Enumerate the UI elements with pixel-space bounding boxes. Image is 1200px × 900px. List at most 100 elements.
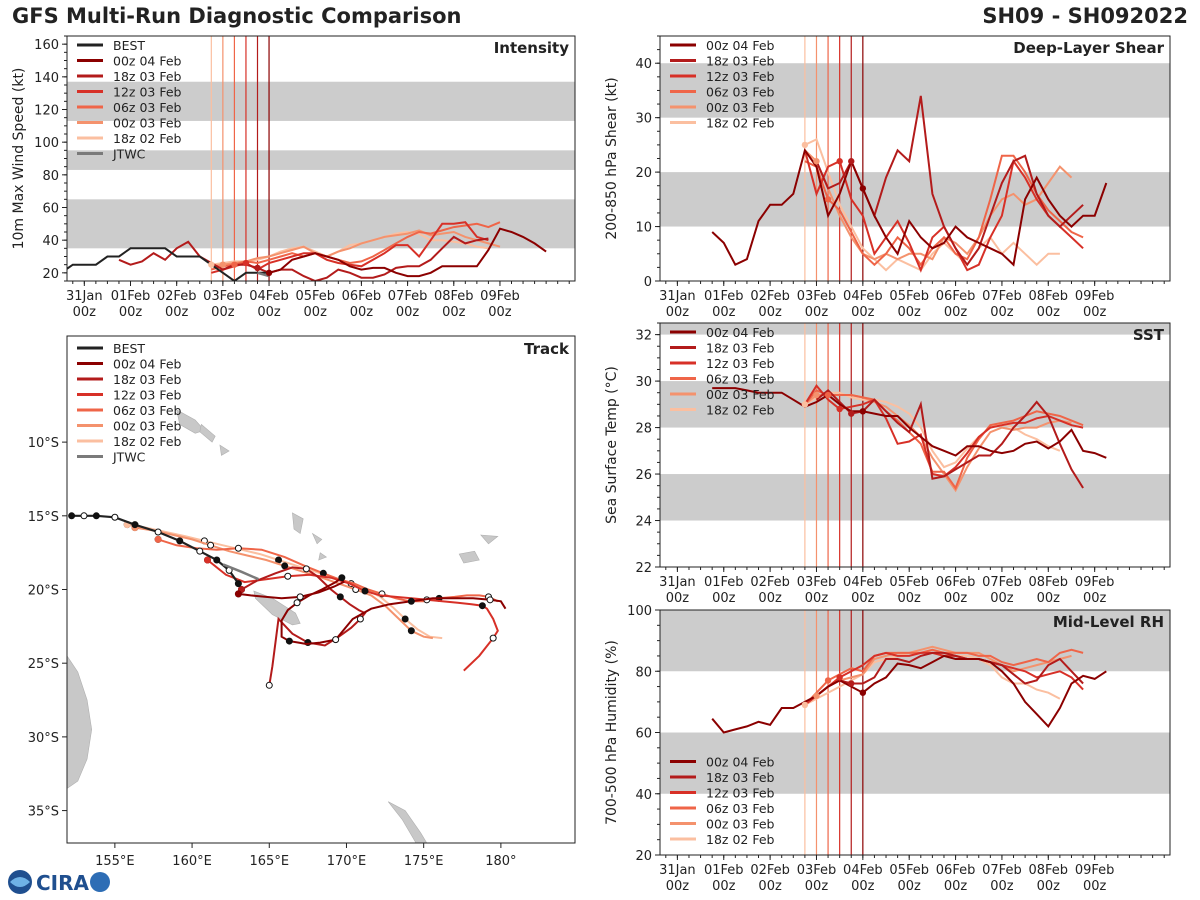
sst-frame bbox=[659, 322, 1171, 568]
rh-band-1 bbox=[660, 610, 1170, 672]
track-legend-label-0: BEST bbox=[113, 341, 145, 356]
land-solomon-2 bbox=[199, 423, 216, 443]
rh-init-dot-4 bbox=[813, 692, 820, 699]
rh-init-dot-3 bbox=[824, 677, 832, 684]
track-point-2-8 bbox=[361, 587, 369, 595]
intensity-series-3 bbox=[211, 221, 501, 271]
track-point-2-16 bbox=[478, 602, 486, 610]
rh-xtick-hr-7: 00z bbox=[990, 879, 1014, 894]
track-series-4 bbox=[134, 526, 434, 640]
intensity-xtick-hr-9: 00z bbox=[488, 305, 512, 320]
track-point-5-16 bbox=[401, 615, 409, 623]
rh-legend-label-4: 00z 03 Feb bbox=[706, 817, 775, 832]
track-ytick-label-2: 20°S bbox=[28, 584, 59, 599]
shear-xtick-day-3: 03Feb bbox=[797, 289, 837, 304]
shear-xtick-hr-7: 00z bbox=[990, 305, 1014, 320]
rh-xtick-day-5: 05Feb bbox=[889, 863, 929, 878]
track-point-0-8 bbox=[338, 574, 346, 582]
rh-xtick-day-1: 01Feb bbox=[704, 863, 744, 878]
track-xtick-label-5: 180° bbox=[485, 854, 516, 869]
rh-xtick-day-7: 07Feb bbox=[982, 863, 1022, 878]
intensity-xtick-day-2: 02Feb bbox=[157, 289, 197, 304]
intensity-xtick-day-7: 07Feb bbox=[388, 289, 428, 304]
rh-init-dot-5 bbox=[801, 701, 809, 709]
rh-title: Mid-Level RH bbox=[1053, 613, 1164, 631]
track-xtick-label-1: 160°E bbox=[172, 854, 212, 869]
shear-legend-label-0: 00z 04 Feb bbox=[706, 38, 775, 53]
intensity-xtick-day-4: 04Feb bbox=[249, 289, 289, 304]
rh-legend-label-2: 12z 03 Feb bbox=[706, 786, 775, 801]
track-point-0-24 bbox=[407, 597, 415, 605]
intensity-xtick-hr-0: 00z bbox=[73, 305, 97, 320]
rh-xtick-day-0: 31Jan bbox=[659, 863, 696, 878]
shear-init-dot-4 bbox=[813, 158, 820, 165]
track-panel: 155°E 160°E 165°E 170°E 175°E 180° 10°S 15°S 20°… bbox=[28, 335, 576, 869]
intensity-ytick-label-4: 100 bbox=[34, 136, 59, 151]
track-best-point-1 bbox=[80, 512, 88, 520]
rh-ytick-label-3: 80 bbox=[635, 665, 652, 680]
sst-xtick-hr-2: 00z bbox=[758, 591, 782, 606]
sst-xtick-day-1: 01Feb bbox=[704, 575, 744, 590]
shear-xtick-hr-5: 00z bbox=[898, 305, 922, 320]
shear-xtick-day-5: 05Feb bbox=[889, 289, 929, 304]
shear-band-0 bbox=[660, 172, 1170, 227]
track-point-1-12 bbox=[356, 615, 364, 623]
sst-series-0 bbox=[712, 387, 1107, 459]
track-ytick-label-3: 25°S bbox=[28, 657, 59, 672]
track-xtick-label-0: 155°E bbox=[95, 854, 135, 869]
intensity-ytick-label-7: 160 bbox=[34, 38, 59, 53]
shear-xtick-hr-8: 00z bbox=[1037, 305, 1061, 320]
sst-init-dot-5 bbox=[801, 401, 809, 408]
intensity-jtwc-line bbox=[257, 271, 270, 278]
rh-ylabel: 700-500 hPa Humidity (%) bbox=[604, 640, 620, 825]
shear-ytick-label-1: 10 bbox=[635, 221, 652, 236]
shear-xtick-hr-0: 00z bbox=[666, 305, 690, 320]
rh-xtick-hr-8: 00z bbox=[1037, 879, 1061, 894]
intensity-xtick-day-0: 31Jan bbox=[66, 289, 103, 304]
track-best-point-4 bbox=[131, 521, 139, 529]
track-best-point-5 bbox=[154, 528, 162, 536]
shear-panel: 01020304031Jan00z01Feb00z02Feb00z03Feb00… bbox=[604, 35, 1171, 320]
intensity-ytick-label-0: 20 bbox=[42, 267, 59, 282]
cira-logo-badge-icon bbox=[90, 872, 110, 892]
intensity-ytick-label-1: 40 bbox=[42, 234, 59, 249]
intensity-series-1 bbox=[118, 235, 489, 281]
land-fiji-1 bbox=[458, 550, 480, 564]
shear-xtick-day-7: 07Feb bbox=[982, 289, 1022, 304]
land-fiji-2 bbox=[480, 534, 499, 545]
intensity-init-dot-2 bbox=[242, 259, 250, 267]
shear-init-dot-0 bbox=[859, 185, 867, 192]
shear-xtick-hr-9: 00z bbox=[1083, 305, 1107, 320]
track-title: Track bbox=[524, 340, 570, 358]
track-best-point-10 bbox=[234, 580, 242, 588]
shear-xtick-day-0: 31Jan bbox=[659, 289, 696, 304]
track-best-point-3 bbox=[111, 513, 119, 521]
rh-series-0 bbox=[711, 654, 1107, 734]
track-best-point-2 bbox=[92, 512, 100, 520]
track-xtick-label-4: 175°E bbox=[404, 854, 444, 869]
sst-init-dot-1 bbox=[848, 410, 855, 417]
intensity-ytick-label-3: 80 bbox=[42, 169, 59, 184]
track-point-0-12 bbox=[293, 599, 301, 607]
shear-ytick-label-2: 20 bbox=[635, 166, 652, 181]
rh-ytick-label-4: 100 bbox=[627, 604, 652, 619]
intensity-init-dot-4 bbox=[219, 261, 227, 268]
track-legend-label-3: 12z 03 Feb bbox=[113, 388, 182, 403]
page-title: GFS Multi-Run Diagnostic Comparison bbox=[12, 4, 462, 28]
rh-xtick-day-2: 02Feb bbox=[750, 863, 790, 878]
intensity-legend-label-0: BEST bbox=[113, 38, 145, 53]
shear-series-0 bbox=[711, 147, 1108, 267]
sst-xtick-day-6: 06Feb bbox=[936, 575, 976, 590]
rh-xtick-hr-9: 00z bbox=[1083, 879, 1107, 894]
shear-init-dot-5 bbox=[801, 141, 809, 149]
rh-xtick-hr-6: 00z bbox=[944, 879, 968, 894]
track-series-1 bbox=[241, 566, 367, 686]
sst-xtick-hr-0: 00z bbox=[666, 591, 690, 606]
sst-xtick-day-4: 04Feb bbox=[843, 575, 883, 590]
shear-xtick-day-2: 02Feb bbox=[750, 289, 790, 304]
track-ytick-label-0: 10°S bbox=[28, 436, 59, 451]
track-point-0-28 bbox=[486, 596, 494, 604]
land-vanuatu-2 bbox=[311, 532, 323, 545]
rh-xtick-hr-2: 00z bbox=[758, 879, 782, 894]
sst-xtick-hr-5: 00z bbox=[898, 591, 922, 606]
